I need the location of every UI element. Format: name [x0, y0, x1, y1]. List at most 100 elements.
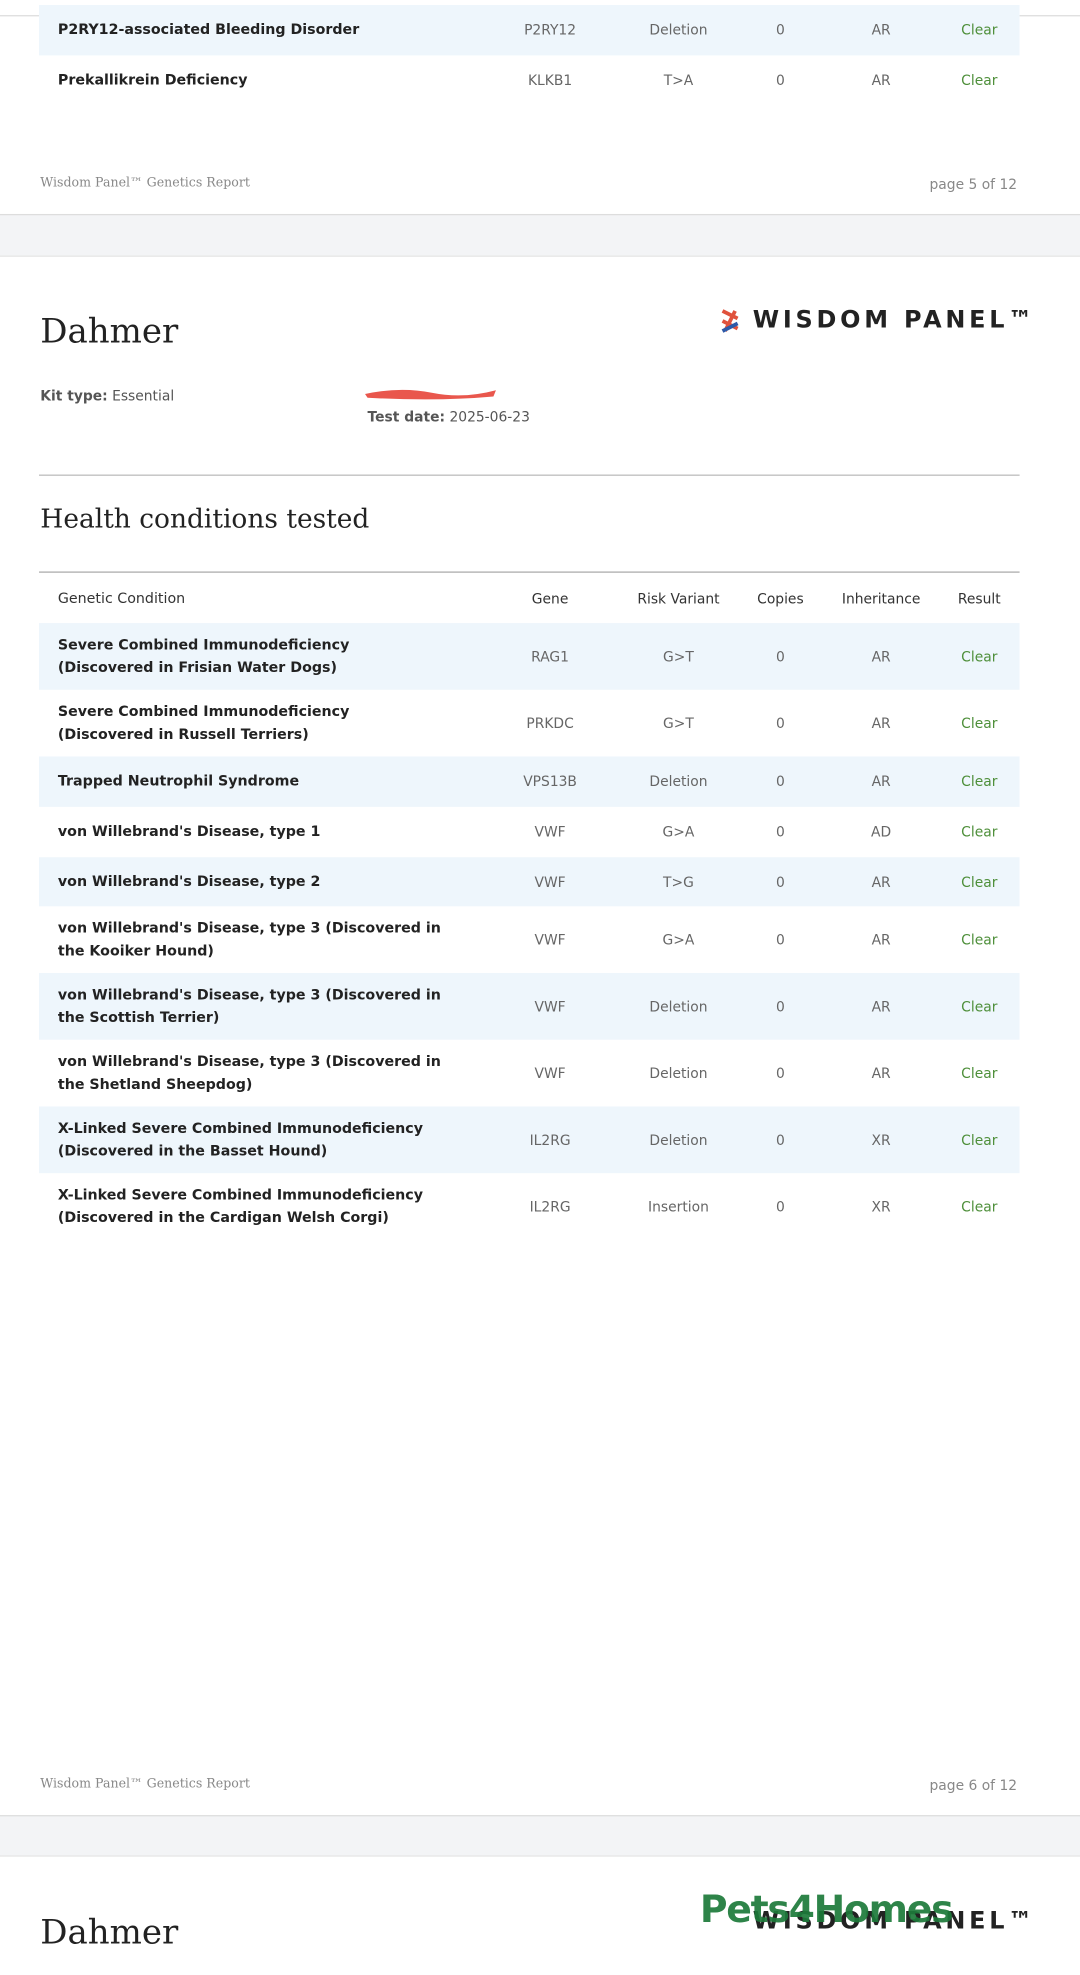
inheritance: AR [871, 22, 891, 39]
risk-variant: Deletion [649, 1064, 708, 1082]
table-row: Severe Combined Immunodeficiency (Discov… [39, 623, 1020, 690]
gene: KLKB1 [527, 72, 573, 89]
condition: von Willebrand's Disease, type 3 (Discov… [57, 986, 441, 1026]
inheritance: AR [871, 873, 891, 890]
header-row: Genetic Condition Gene Risk Variant Copies I… [39, 574, 1020, 623]
inheritance: AR [871, 648, 891, 665]
copies: 0 [776, 773, 785, 790]
inheritance: AR [871, 72, 891, 89]
gene: Gene [531, 590, 569, 607]
table-row: X-Linked Severe Combined Immunodeficienc… [39, 1173, 1020, 1240]
gene: VPS13B [523, 773, 577, 790]
inheritance: AR [871, 773, 891, 790]
footer-right: page 5 of 12 [929, 176, 1018, 193]
copies: 0 [776, 648, 785, 665]
gene: RAG1 [531, 648, 569, 665]
logo-icon [721, 309, 739, 333]
condition: Genetic Condition [57, 589, 186, 607]
inheritance: AR [871, 931, 891, 948]
inheritance: AD [871, 823, 892, 841]
table-row: von Willebrand's Disease, type 3 (Discov… [39, 1040, 1020, 1107]
condition: Severe Combined Immunodeficiency (Discov… [57, 703, 350, 743]
inheritance: Inheritance [841, 590, 921, 607]
label: Kit type: [40, 387, 108, 405]
gene: IL2RG [529, 1198, 571, 1215]
result: Clear [961, 22, 998, 39]
logo: WISDOM PANEL™ [752, 305, 1036, 334]
condition: Trapped Neutrophil Syndrome [57, 772, 300, 790]
footer-left: Wisdom Panel™ Genetics Report [40, 1777, 250, 1792]
table-row: von Willebrand's Disease, type 2 VWF T>G 0 A… [39, 857, 1020, 907]
copies: 0 [776, 823, 785, 841]
copies: 0 [776, 1064, 785, 1082]
copies: Copies [757, 590, 804, 607]
risk-variant: G>A [662, 823, 695, 841]
divider [39, 474, 1020, 476]
footer-left: Wisdom Panel™ Genetics Report [40, 176, 250, 191]
result: Clear [961, 773, 998, 790]
inheritance: AR [871, 998, 891, 1015]
condition: Severe Combined Immunodeficiency (Discov… [57, 636, 350, 676]
result: Clear [961, 1131, 998, 1148]
copies: 0 [776, 714, 785, 732]
risk-variant: Insertion [648, 1198, 709, 1215]
copies: 0 [776, 72, 785, 89]
gene: VWF [534, 823, 566, 841]
test-date: Test date: 2025-06-23 [368, 409, 530, 425]
condition: P2RY12-associated Bleeding Disorder [57, 21, 360, 38]
table-row: von Willebrand's Disease, type 3 (Discov… [39, 906, 1020, 973]
copies: 0 [776, 1131, 785, 1148]
risk-variant: Deletion [649, 22, 708, 39]
inheritance: XR [871, 1198, 891, 1215]
condition: von Willebrand's Disease, type 1 [57, 823, 321, 840]
result: Result [957, 590, 1001, 607]
copies: 0 [776, 1198, 785, 1215]
result: Clear [961, 714, 998, 732]
gene: VWF [534, 1064, 566, 1082]
gene: VWF [534, 998, 566, 1015]
risk-variant: G>T [663, 648, 694, 665]
footer-right: page 6 of 12 [929, 1777, 1018, 1794]
value: Essential [112, 387, 175, 405]
result: Clear [961, 1198, 998, 1215]
table-row: X-Linked Severe Combined Immunodeficienc… [39, 1106, 1020, 1174]
label: Test date: [367, 409, 446, 426]
page-gap [0, 213, 1080, 257]
result: Clear [961, 931, 998, 948]
result: Clear [961, 72, 998, 89]
result: Clear [961, 823, 998, 841]
inheritance: AR [871, 1064, 891, 1082]
risk-variant: Deletion [649, 1131, 708, 1148]
copies: 0 [776, 873, 785, 890]
table-rule [39, 571, 1020, 573]
watermark: Pets4Homes [699, 1888, 954, 1933]
risk-variant: G>A [662, 931, 695, 948]
risk-variant: G>T [663, 714, 694, 732]
condition: X-Linked Severe Combined Immunodeficienc… [57, 1119, 423, 1159]
risk-variant: Deletion [649, 773, 708, 790]
section-title: Health conditions tested [40, 503, 370, 534]
inheritance: AR [871, 714, 891, 732]
condition: von Willebrand's Disease, type 2 [57, 872, 321, 890]
condition: Prekallikrein Deficiency [57, 71, 248, 89]
result: Clear [961, 873, 998, 890]
condition: von Willebrand's Disease, type 3 (Discov… [57, 1052, 441, 1092]
kit-type: Kit type: Essential [40, 388, 174, 404]
value: 2025-06-23 [449, 409, 530, 426]
gene: P2RY12 [524, 22, 577, 39]
logo: WISDOM PANEL™ [752, 1906, 1036, 1935]
copies: 0 [776, 22, 785, 39]
table-row: Trapped Neutrophil Syndrome VPS13B Deletio… [39, 756, 1020, 807]
table-row: Severe Combined Immunodeficiency (Discov… [39, 690, 1020, 757]
gene: PRKDC [526, 714, 574, 732]
dog-name: Dahmer [40, 312, 179, 352]
condition: X-Linked Severe Combined Immunodeficienc… [57, 1186, 423, 1226]
table-row: von Willebrand's Disease, type 3 (Discov… [39, 973, 1020, 1040]
gene: IL2RG [529, 1131, 571, 1148]
risk-variant: Deletion [649, 998, 708, 1015]
table-row: P2RY12-associated Bleeding Disorder P2RY1… [39, 5, 1020, 56]
gene: VWF [534, 931, 566, 948]
result: Clear [961, 998, 998, 1015]
